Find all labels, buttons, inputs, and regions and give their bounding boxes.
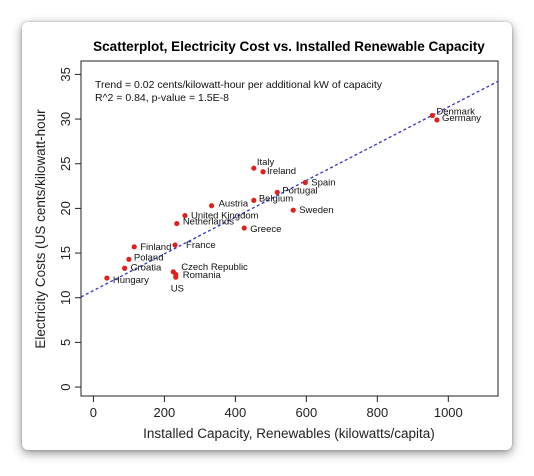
point-label: Greece: [250, 224, 281, 235]
data-point: [173, 271, 179, 278]
data-point: [174, 220, 180, 227]
point-label: Portugal: [282, 185, 317, 196]
y-tick-label: 25: [58, 156, 73, 170]
data-point: [302, 179, 308, 186]
point-label: United Kingdom: [191, 211, 259, 222]
x-tick-label: 800: [366, 405, 388, 420]
y-tick-label: 35: [58, 67, 73, 81]
point-label: Germany: [442, 113, 481, 124]
chart-title: Scatterplot, Electricity Cost vs. Instal…: [93, 39, 485, 54]
data-point: [290, 207, 296, 213]
point-label: Ireland: [267, 166, 296, 177]
data-points: [104, 112, 440, 281]
x-tick-label: 200: [154, 405, 176, 420]
point-label: Poland: [134, 252, 164, 263]
data-point: [104, 275, 110, 281]
x-tick-label: 1000: [434, 405, 463, 420]
y-axis: 0 5 10 15 20 25 30 35: [58, 67, 81, 391]
point-label: US: [171, 284, 184, 295]
data-point: [172, 242, 178, 248]
point-label: Denmark: [436, 106, 475, 117]
trend-line: [81, 80, 498, 298]
point-label: Netherlands: [183, 217, 234, 228]
data-point: [260, 169, 266, 175]
trend-annotation: Trend = 0.02 cents/kilowatt-hour per add…: [95, 79, 383, 91]
data-point: [251, 165, 257, 171]
point-label: Spain: [311, 177, 335, 188]
y-tick-label: 5: [58, 339, 73, 346]
x-tick-label: 600: [296, 405, 318, 420]
point-label: Italy: [257, 157, 275, 168]
x-axis: 0 200 400 600 800 1000: [90, 396, 463, 420]
data-point: [122, 265, 128, 271]
plot-frame: [80, 60, 499, 397]
x-axis-label: Installed Capacity, Renewables (kilowatt…: [143, 426, 435, 441]
y-axis-label: Electricity Costs (US cents/kilowatt-hou…: [33, 109, 48, 349]
data-point: [251, 197, 257, 203]
y-tick-label: 30: [58, 112, 73, 126]
chart-card: [22, 22, 512, 450]
data-point: [429, 112, 435, 119]
data-point: [274, 189, 280, 195]
point-label: Finland: [140, 242, 171, 253]
x-tick-label: 400: [225, 405, 247, 420]
data-point: [131, 244, 137, 250]
point-label: Sweden: [299, 205, 333, 216]
data-point: [182, 212, 188, 219]
x-tick-label: 0: [90, 405, 97, 420]
y-tick-label: 15: [58, 246, 73, 260]
r-squared-annotation: R^2 = 0.84, p-value = 1.5E-8: [95, 92, 229, 104]
point-label: Austria: [219, 199, 249, 210]
y-tick-label: 10: [58, 290, 73, 304]
data-point: [434, 117, 440, 123]
y-tick-label: 0: [58, 383, 73, 390]
data-point: [126, 256, 132, 262]
point-label: Croatia: [131, 262, 162, 273]
point-label: France: [186, 240, 216, 251]
data-point: [209, 203, 215, 209]
point-label: Hungary: [113, 275, 149, 286]
data-point: [241, 225, 247, 231]
point-label: Romania: [183, 270, 222, 281]
y-tick-label: 20: [58, 201, 73, 215]
point-label: Czech Republic: [181, 262, 248, 273]
point-label: Belgium: [259, 193, 293, 204]
